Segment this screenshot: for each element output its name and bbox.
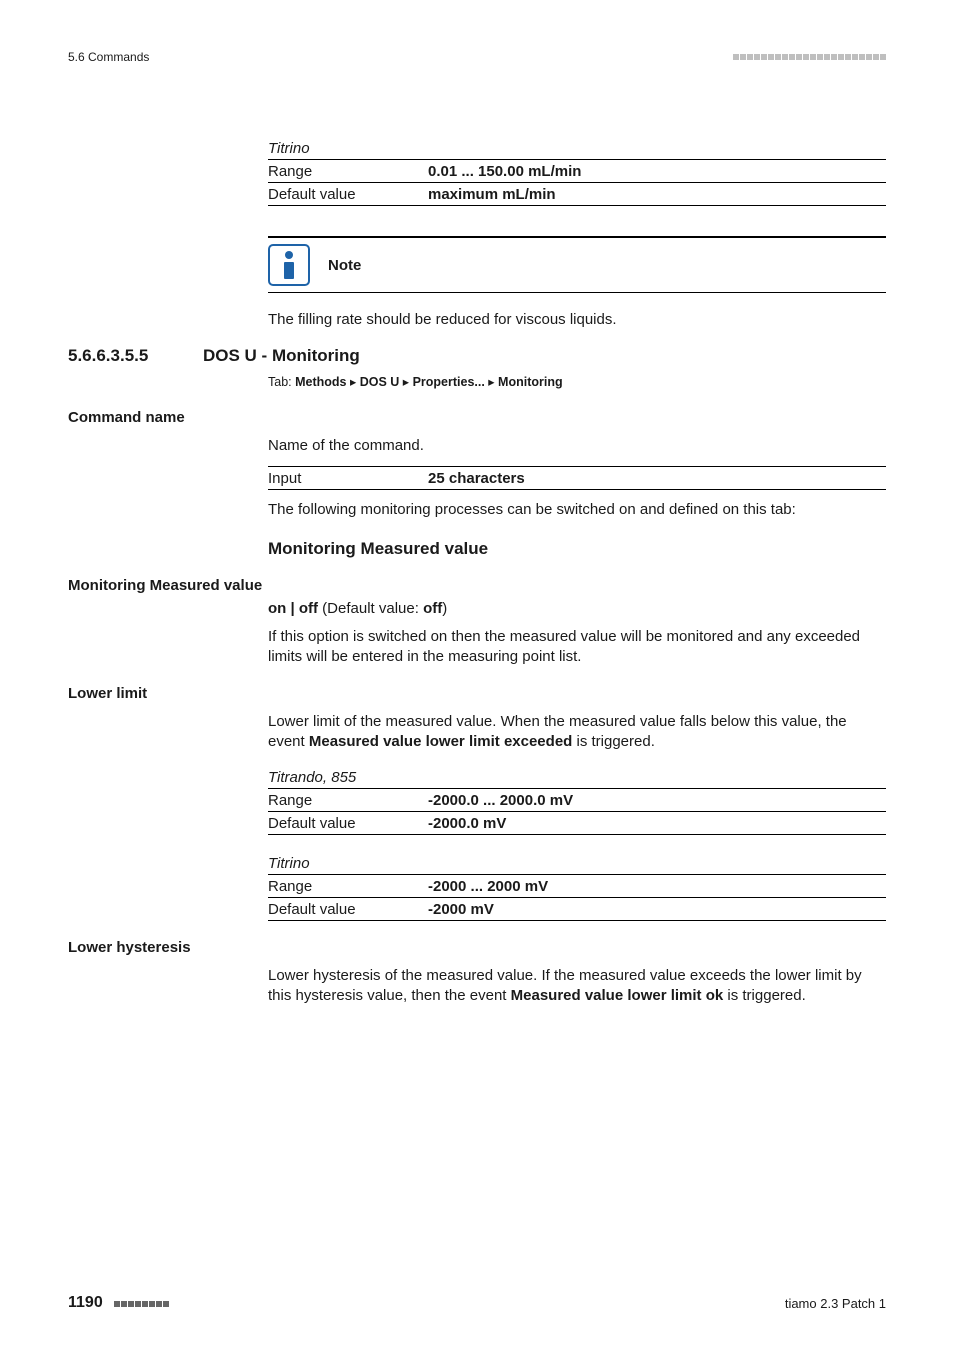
- spec-key: Range: [268, 792, 428, 809]
- spec-value: 25 characters: [428, 470, 525, 487]
- spec-key: Default value: [268, 186, 428, 203]
- field-label: Command name: [68, 409, 886, 426]
- note-header: Note: [268, 236, 886, 293]
- spec-row: Range -2000 ... 2000 mV: [268, 874, 886, 897]
- monitoring-subheading: Monitoring Measured value: [268, 539, 886, 559]
- section-number: 5.6.6.3.5.5: [68, 346, 203, 366]
- titrino-spec-block: Titrino Range 0.01 ... 150.00 mL/min Def…: [268, 134, 886, 328]
- page-number: 1190: [68, 1294, 103, 1312]
- page-footer: 1190 tiamo 2.3 Patch 1: [68, 1294, 886, 1312]
- field-label: Monitoring Measured value: [68, 577, 886, 594]
- footer-dots: [114, 1301, 169, 1307]
- desc-post: is triggered.: [572, 733, 655, 750]
- note-block: Note The filling rate should be reduced …: [268, 236, 886, 328]
- spec-row: Default value maximum mL/min: [268, 182, 886, 206]
- spec-row: Range -2000.0 ... 2000.0 mV: [268, 788, 886, 811]
- tab-path: Tab: Methods ▸ DOS U ▸ Properties... ▸ M…: [268, 374, 886, 389]
- spec-row: Default value -2000 mV: [268, 897, 886, 921]
- desc-post: is triggered.: [723, 987, 806, 1004]
- note-text: The filling rate should be reduced for v…: [268, 311, 886, 328]
- onoff-default: off: [423, 600, 442, 617]
- spec-row: Input 25 characters: [268, 466, 886, 490]
- spec-row: Range 0.01 ... 150.00 mL/min: [268, 159, 886, 182]
- lower-hysteresis-block: Lower hysteresis of the measured value. …: [268, 966, 886, 1007]
- page-header: 5.6 Commands: [68, 50, 886, 64]
- tab-part: Monitoring: [498, 375, 563, 389]
- header-section: 5.6 Commands: [68, 50, 149, 64]
- tab-part: DOS U: [360, 375, 400, 389]
- titrino-label: Titrino: [268, 134, 886, 157]
- command-name-block: Name of the command. Input 25 characters…: [268, 436, 886, 559]
- tab-part: Properties...: [413, 375, 485, 389]
- mmv-desc: If this option is switched on then the m…: [268, 627, 886, 668]
- note-title: Note: [328, 257, 361, 274]
- tab-path-block: Tab: Methods ▸ DOS U ▸ Properties... ▸ M…: [268, 374, 886, 389]
- tab-part: Methods: [295, 375, 346, 389]
- desc-bold: Measured value lower limit exceeded: [309, 733, 572, 750]
- spec-key: Input: [268, 470, 428, 487]
- command-name-followup: The following monitoring processes can b…: [268, 500, 886, 520]
- section-title: DOS U - Monitoring: [203, 346, 360, 366]
- lower-hysteresis-desc: Lower hysteresis of the measured value. …: [268, 966, 886, 1007]
- spec-key: Range: [268, 163, 428, 180]
- spec-value: -2000 ... 2000 mV: [428, 878, 548, 895]
- tab-prefix: Tab:: [268, 375, 295, 389]
- spec-key: Default value: [268, 815, 428, 832]
- command-name-desc: Name of the command.: [268, 436, 886, 456]
- field-label: Lower hysteresis: [68, 939, 886, 956]
- group-label: Titrando, 855: [268, 763, 886, 786]
- spec-key: Range: [268, 878, 428, 895]
- header-dots: [733, 54, 886, 60]
- spec-value: maximum mL/min: [428, 186, 556, 203]
- footer-right: tiamo 2.3 Patch 1: [785, 1296, 886, 1311]
- info-icon: [268, 244, 310, 286]
- footer-left: 1190: [68, 1294, 169, 1312]
- spec-value: -2000.0 mV: [428, 815, 506, 832]
- onoff-options: on | off: [268, 600, 318, 617]
- lower-limit-desc: Lower limit of the measured value. When …: [268, 712, 886, 753]
- spec-value: -2000 mV: [428, 901, 494, 918]
- lower-limit-block: Lower limit of the measured value. When …: [268, 712, 886, 921]
- desc-bold: Measured value lower limit ok: [511, 987, 724, 1004]
- mmv-block: on | off (Default value: off) If this op…: [268, 600, 886, 668]
- section-heading: 5.6.6.3.5.5 DOS U - Monitoring: [68, 346, 886, 366]
- group-label: Titrino: [268, 849, 886, 872]
- spec-key: Default value: [268, 901, 428, 918]
- mmv-onoff: on | off (Default value: off): [268, 600, 886, 617]
- onoff-post: ): [442, 600, 447, 617]
- onoff-mid: (Default value:: [318, 600, 423, 617]
- spec-row: Default value -2000.0 mV: [268, 811, 886, 835]
- field-label: Lower limit: [68, 685, 886, 702]
- spec-value: 0.01 ... 150.00 mL/min: [428, 163, 581, 180]
- spec-value: -2000.0 ... 2000.0 mV: [428, 792, 573, 809]
